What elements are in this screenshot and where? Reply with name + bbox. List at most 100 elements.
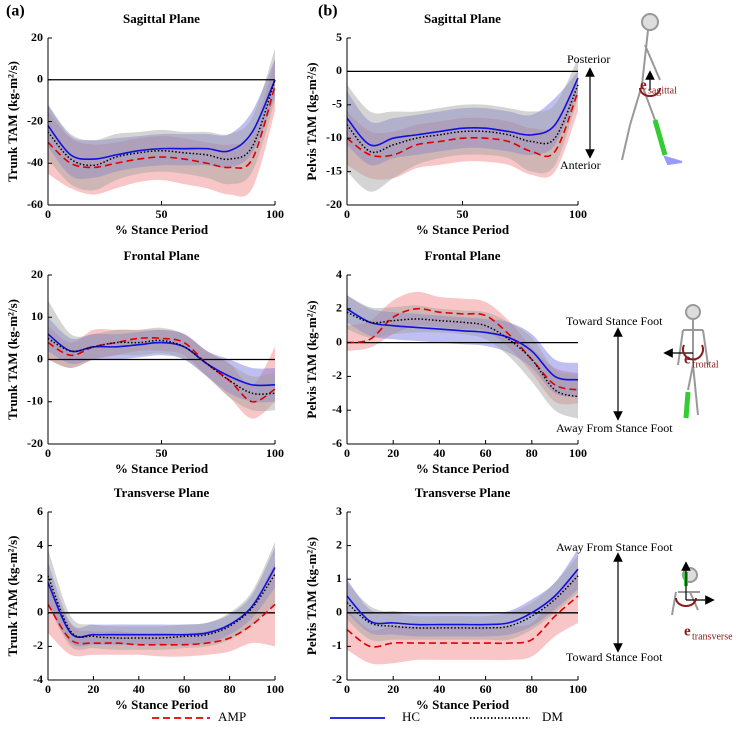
x-tick-label: 0 bbox=[45, 207, 51, 221]
band bbox=[347, 548, 578, 637]
y-tick-label: 20 bbox=[31, 30, 43, 44]
y-tick-label: -1 bbox=[332, 638, 342, 652]
y-tick-label: 5 bbox=[336, 30, 342, 44]
band bbox=[48, 562, 275, 657]
y-tick-label: 0 bbox=[37, 72, 43, 86]
y-tick-label: 4 bbox=[37, 537, 43, 551]
x-tick-label: 100 bbox=[266, 682, 284, 696]
x-axis-label: % Stance Period bbox=[416, 697, 510, 712]
x-tick-label: 50 bbox=[156, 207, 168, 221]
y-axis-label: Pelvis TAM (kg-m²/s) bbox=[304, 300, 319, 418]
y-tick-label: -10 bbox=[27, 394, 43, 408]
annotation: Away From Stance Foot bbox=[556, 540, 673, 554]
x-tick-label: 60 bbox=[178, 682, 190, 696]
y-tick-label: 3 bbox=[336, 504, 342, 518]
x-tick-label: 0 bbox=[45, 682, 51, 696]
band bbox=[48, 542, 275, 650]
moment-arrow bbox=[675, 597, 697, 607]
series-line bbox=[346, 311, 579, 398]
y-tick-label: -20 bbox=[27, 436, 43, 450]
chart-title: Transverse Plane bbox=[114, 485, 210, 500]
x-axis-label: % Stance Period bbox=[115, 222, 209, 237]
x-tick-label: 60 bbox=[480, 682, 492, 696]
y-tick-label: -4 bbox=[33, 672, 43, 686]
band bbox=[347, 569, 578, 665]
x-tick-label: 20 bbox=[387, 446, 399, 460]
chart-title: Transverse Plane bbox=[415, 485, 511, 500]
x-tick-label: 80 bbox=[526, 446, 538, 460]
band bbox=[347, 71, 578, 166]
annotation: Posterior bbox=[567, 52, 610, 66]
band bbox=[347, 555, 578, 642]
vector-label-subscript: frontal bbox=[692, 359, 719, 370]
y-tick-label: -20 bbox=[27, 113, 43, 127]
x-tick-label: 20 bbox=[387, 682, 399, 696]
x-axis-label: % Stance Period bbox=[416, 461, 510, 476]
annotation: Toward Stance Foot bbox=[566, 314, 663, 328]
series-line bbox=[346, 91, 579, 158]
x-tick-label: 0 bbox=[344, 682, 350, 696]
band bbox=[48, 547, 275, 647]
panel-label: (b) bbox=[318, 3, 338, 20]
skeleton-icon bbox=[621, 13, 683, 166]
y-tick-label: 2 bbox=[37, 571, 43, 585]
y-tick-label: -4 bbox=[332, 402, 342, 416]
x-tick-label: 40 bbox=[433, 446, 445, 460]
chart-title: Sagittal Plane bbox=[424, 11, 501, 26]
x-tick-label: 100 bbox=[266, 207, 284, 221]
y-tick-label: 2 bbox=[336, 537, 342, 551]
x-tick-label: 100 bbox=[569, 446, 587, 460]
series-line bbox=[346, 568, 579, 626]
band bbox=[48, 300, 275, 412]
x-tick-label: 20 bbox=[87, 682, 99, 696]
band bbox=[48, 48, 275, 191]
x-tick-label: 100 bbox=[569, 207, 587, 221]
band bbox=[347, 58, 578, 192]
y-axis-label: Pelvis TAM (kg-m²/s) bbox=[304, 537, 319, 655]
x-tick-label: 0 bbox=[45, 446, 51, 460]
legend-label: DM bbox=[542, 709, 563, 724]
vector-label-subscript: transverse bbox=[692, 631, 733, 642]
vector-label-subscript: sagittal bbox=[648, 85, 677, 96]
vector-label: e bbox=[684, 351, 691, 367]
y-tick-label: -15 bbox=[326, 163, 342, 177]
x-tick-label: 80 bbox=[224, 682, 236, 696]
x-axis-label: % Stance Period bbox=[115, 697, 209, 712]
skeleton-icon bbox=[677, 304, 709, 419]
x-axis-label: % Stance Period bbox=[115, 461, 209, 476]
series-line bbox=[47, 79, 276, 161]
y-tick-label: 4 bbox=[336, 267, 342, 281]
y-tick-label: -2 bbox=[332, 368, 342, 382]
x-tick-label: 0 bbox=[344, 207, 350, 221]
y-tick-label: 10 bbox=[31, 309, 43, 323]
y-tick-label: -10 bbox=[326, 130, 342, 144]
moment-arrow bbox=[682, 344, 704, 361]
panel-label: (a) bbox=[6, 3, 25, 20]
chart-title: Frontal Plane bbox=[124, 248, 200, 263]
x-tick-label: 40 bbox=[433, 682, 445, 696]
y-tick-label: -40 bbox=[27, 155, 43, 169]
series-line bbox=[346, 575, 579, 629]
series-line bbox=[47, 573, 276, 639]
band bbox=[48, 325, 275, 419]
y-tick-label: 6 bbox=[37, 504, 43, 518]
y-tick-label: 2 bbox=[336, 301, 342, 315]
band bbox=[48, 317, 275, 403]
y-axis-label: Trunk TAM (kg-m²/s) bbox=[5, 299, 20, 420]
y-tick-label: 1 bbox=[336, 571, 342, 585]
series-line bbox=[346, 307, 579, 391]
x-axis-label: % Stance Period bbox=[416, 222, 510, 237]
y-tick-label: -5 bbox=[332, 97, 342, 111]
series-line bbox=[47, 603, 276, 646]
vector-label: e bbox=[640, 77, 647, 93]
y-tick-label: 0 bbox=[336, 334, 342, 348]
y-axis-label: Trunk TAM (kg-m²/s) bbox=[5, 536, 20, 657]
series-line bbox=[346, 308, 579, 381]
legend-label: HC bbox=[402, 709, 420, 724]
y-tick-label: 0 bbox=[336, 63, 342, 77]
x-tick-label: 0 bbox=[344, 446, 350, 460]
series-line bbox=[346, 84, 579, 154]
series-line bbox=[346, 77, 579, 147]
x-tick-label: 100 bbox=[569, 682, 587, 696]
